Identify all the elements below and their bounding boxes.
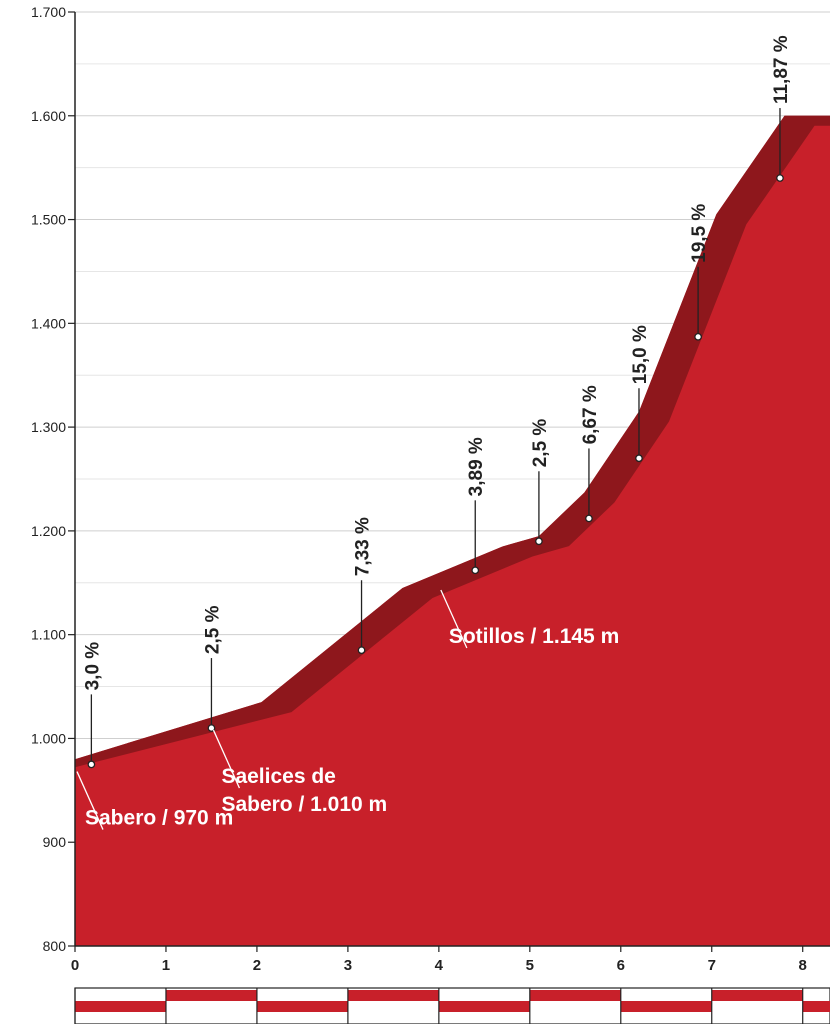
y-tick-label: 1.700 [31,4,66,20]
grade-label: 2,5 % [202,605,223,654]
grade-label: 2,5 % [530,419,551,468]
grade-label: 3,89 % [466,437,487,496]
place-label: Sabero / 1.010 m [221,793,387,816]
place-leader [76,771,104,830]
grade-marker [694,332,702,341]
place-leader [212,729,241,789]
y-tick-label: 1.200 [31,523,66,539]
grade-marker [776,174,784,182]
grade-marker [357,646,366,655]
place-labels: Sabero / 970 m Saelices de Sabero / 1.010 … [76,589,619,830]
km-segment [711,990,803,1001]
profile-fill [75,115,830,947]
y-tick-label: 1.300 [31,419,66,435]
place-label: Sabero / 970 m [85,807,233,830]
grade-label: 7,33 % [353,517,374,576]
km-segment [529,990,621,1001]
y-tick-label: 900 [43,834,67,850]
x-tick-label: 6 [617,957,625,974]
place-label: Saelices de [221,765,335,788]
km-segment [75,1001,166,1012]
grade-marker [585,514,593,523]
y-tick-label: 1.000 [31,730,66,746]
axes [74,12,830,947]
y-tick-label: 1.500 [31,212,66,228]
x-tick-label: 2 [253,957,261,974]
x-axis-ticks: 0 1 2 3 4 5 6 7 8 [71,946,807,974]
km-segment [347,990,439,1001]
y-tick-label: 1.100 [31,627,66,643]
grade-label: 3,0 % [82,642,103,691]
km-segment [438,1001,530,1012]
grade-label: 6,67 % [580,385,601,444]
grade-marker [535,537,543,546]
x-tick-label: 4 [435,957,444,974]
x-tick-label: 3 [344,957,352,974]
km-segment [165,990,257,1001]
kilometer-bar [74,987,830,1024]
grade-marker [87,760,96,769]
grade-labels: 3,0 % 2,5 % 7,33 % 3,89 % 2,5 % 6,67 % 15,0 % 1… [82,35,792,769]
km-segment [256,1001,348,1012]
km-segment [620,1001,712,1012]
x-tick-label: 0 [71,957,79,974]
grade-label: 19,5 % [689,204,710,263]
grade-marker [471,566,480,575]
y-tick-label: 800 [43,938,67,954]
place-leader [440,589,468,649]
grade-marker [635,454,643,463]
y-tick-label: 1.600 [31,108,66,124]
y-tick-label: 1.400 [31,315,66,331]
grade-label: 15,0 % [630,325,651,384]
x-tick-label: 1 [162,957,170,974]
x-tick-label: 7 [708,957,716,974]
profile-area [75,115,830,947]
x-tick-label: 5 [526,957,534,974]
road-band [75,115,830,768]
y-axis-ticks: 800 900 1.000 1.100 1.200 1.300 1.400 1.500 1.60… [31,4,75,954]
grade-label: 11,87 % [771,35,792,104]
grade-marker [207,724,216,732]
km-segment [802,1001,830,1012]
x-tick-label: 8 [799,957,807,974]
place-label: Sotillos / 1.145 m [449,625,619,648]
